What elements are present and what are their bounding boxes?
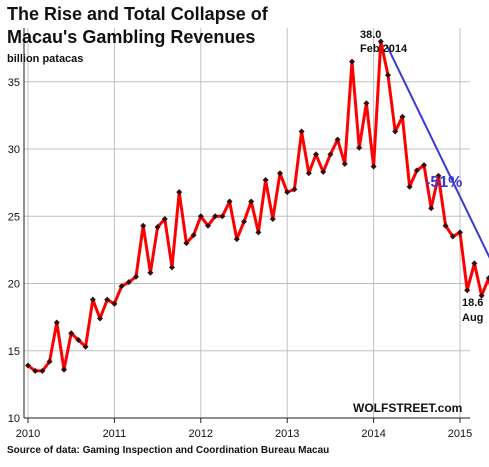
data-source-note: Source of data: Gaming Inspection and Co… xyxy=(7,445,329,456)
axes xyxy=(23,28,470,419)
data-point xyxy=(298,128,305,135)
gridlines xyxy=(24,28,470,419)
data-point xyxy=(421,162,427,169)
x-tick-label: 2012 xyxy=(189,428,213,440)
trend-arrow xyxy=(385,45,489,259)
data-point xyxy=(262,176,269,183)
data-point xyxy=(327,151,334,158)
data-point xyxy=(406,183,413,190)
data-point xyxy=(356,144,363,151)
y-axis-ticks: 10 15 20 25 30 35 xyxy=(8,77,20,425)
data-point xyxy=(248,198,255,205)
data-point xyxy=(233,236,240,243)
data-point xyxy=(399,113,406,120)
y-tick-label: 30 xyxy=(8,144,20,156)
data-point xyxy=(277,170,283,177)
data-point xyxy=(334,136,341,143)
chart-title-line-1: The Rise and Total Collapse of xyxy=(7,4,269,24)
data-point xyxy=(305,170,312,177)
chart-title-line-2: Macau's Gambling Revenues xyxy=(7,27,255,47)
data-point xyxy=(97,315,103,322)
data-point xyxy=(197,213,204,220)
y-tick-label: 35 xyxy=(8,77,20,89)
data-point xyxy=(341,160,348,167)
data-point xyxy=(25,362,31,369)
x-tick-label: 2014 xyxy=(361,428,385,440)
data-point xyxy=(313,151,319,158)
data-point xyxy=(161,215,168,222)
data-point xyxy=(320,168,327,175)
x-tick-label: 2010 xyxy=(16,428,40,440)
data-point xyxy=(118,283,125,290)
data-point xyxy=(133,273,139,280)
data-point xyxy=(428,205,435,212)
data-point xyxy=(442,222,449,229)
data-point xyxy=(219,213,226,220)
data-point xyxy=(212,213,219,220)
data-point xyxy=(255,229,262,236)
data-point xyxy=(370,163,377,170)
data-point xyxy=(226,198,233,205)
data-point xyxy=(82,343,89,350)
data-point xyxy=(435,172,442,179)
data-point xyxy=(176,189,183,196)
x-tick-label: 2013 xyxy=(275,428,299,440)
data-point xyxy=(39,367,46,374)
y-tick-label: 25 xyxy=(8,211,20,223)
latest-date-label: Aug xyxy=(462,312,483,324)
peak-value-label: 38.0 xyxy=(360,29,381,41)
data-point xyxy=(68,330,75,337)
data-point xyxy=(363,100,370,107)
data-point xyxy=(471,260,478,267)
latest-value-label: 18.6 xyxy=(462,297,483,309)
x-tick-label: 2015 xyxy=(448,428,472,440)
y-tick-label: 10 xyxy=(8,413,20,425)
data-point xyxy=(61,366,67,373)
data-point xyxy=(478,292,485,299)
data-point xyxy=(392,128,399,135)
data-point xyxy=(269,215,276,222)
data-point xyxy=(377,38,384,45)
y-axis-unit-label: billion patacas xyxy=(7,53,83,65)
data-point xyxy=(169,264,175,271)
trend-arrow-line xyxy=(385,45,489,259)
data-point xyxy=(46,358,53,365)
peak-date-label: Feb 2014 xyxy=(360,43,408,55)
data-point xyxy=(457,229,463,236)
data-point xyxy=(53,319,60,326)
data-point xyxy=(111,300,118,307)
percent-change-label: -51% xyxy=(425,174,462,191)
data-point xyxy=(241,218,247,225)
data-point xyxy=(190,232,197,239)
data-point xyxy=(413,167,420,174)
series-line xyxy=(27,39,489,373)
series-markers xyxy=(25,38,489,374)
data-point xyxy=(147,269,154,276)
data-point xyxy=(89,296,96,303)
data-point xyxy=(464,287,471,294)
y-tick-label: 20 xyxy=(8,279,20,291)
brand-watermark: WOLFSTREET.com xyxy=(353,401,462,415)
data-point xyxy=(75,337,82,343)
series-revenue xyxy=(27,39,489,373)
data-point xyxy=(449,233,456,240)
data-point xyxy=(205,222,211,229)
data-point xyxy=(349,58,355,65)
data-point xyxy=(183,240,190,247)
data-point xyxy=(385,72,391,79)
data-point xyxy=(485,275,489,282)
data-point xyxy=(32,367,39,374)
data-point xyxy=(154,224,161,231)
data-point xyxy=(104,296,111,303)
data-point xyxy=(291,186,298,193)
x-axis-ticks: 2010 2011 2012 2013 2014 2015 xyxy=(16,418,472,440)
y-tick-label: 15 xyxy=(8,346,20,358)
data-point xyxy=(125,279,132,286)
data-point xyxy=(140,222,147,229)
data-point xyxy=(284,189,291,196)
x-tick-label: 2011 xyxy=(103,428,127,440)
